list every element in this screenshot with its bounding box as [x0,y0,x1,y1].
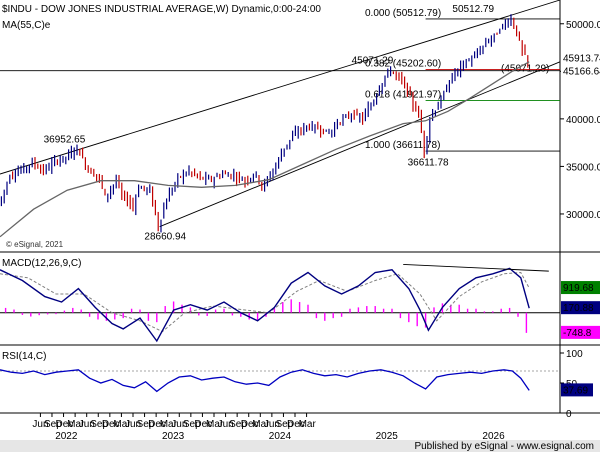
macd-histogram [4,299,528,333]
x-tick-label: Sep [137,419,155,430]
x-tick-label: Jun [218,419,234,430]
x-tick-label: Mar [160,419,178,430]
macd-title: MACD(12,26,9,C) [2,258,81,269]
price-annotation: 50512.79 [452,4,494,15]
rsi-tick-label: 100 [566,349,583,360]
fib-level-label: 1.000 (36611.78) [365,140,440,151]
x-tick-label: Sep [275,419,293,430]
price-boxes: 45913.74 45166.64 [561,52,600,78]
price-annotation: 28660.94 [144,232,186,243]
channel-lines [0,0,561,228]
x-year-label: 2022 [55,431,78,442]
rsi-line [0,369,530,393]
price-title: $INDU - DOW JONES INDUSTRIAL AVERAGE,W) … [2,4,321,15]
rsi-value-label: 37.69 [563,385,588,396]
x-year-label: 2025 [376,431,399,442]
x-tick-label: Jun [79,419,95,430]
price-tick-label: 30000.00 [566,210,600,221]
fib-level-label: 0.618 (41921.97) [365,90,441,101]
x-axis: JunSepDecMarJunSepDecMarJunSepDecMarJunS… [32,413,505,442]
rsi-axis: 100500 [0,349,583,420]
price-bars [0,14,529,233]
price-box [561,65,600,77]
macd-path [0,267,530,343]
price-box [561,52,600,64]
x-tick-label: Mar [252,419,270,430]
x-year-label: 2024 [269,431,292,442]
x-tick-label: Mar [299,419,317,430]
x-tick-label: Jun [125,419,141,430]
panel-frames [0,0,600,414]
channel-line [0,0,561,175]
rsi-path [0,369,530,393]
x-tick-label: Mar [206,419,224,430]
macd-signal-path [0,271,530,333]
footer-bar [0,440,600,452]
price-tick-label: 40000.00 [566,115,600,126]
footer-text: Published by eSignal - www.esignal.com [414,441,594,452]
footer: Published by eSignal - www.esignal.com [0,440,600,452]
x-tick-label: Dec [241,419,259,430]
macd-value-label: 919.68 [563,283,594,294]
x-tick-label: Dec [287,419,305,430]
fib-level-label: 0.382 (45202.60) [365,58,441,69]
price-panel: $INDU - DOW JONES INDUSTRIAL AVERAGE,W) … [0,0,600,249]
x-tick-label: Dec [194,419,212,430]
x-tick-label: Dec [148,419,166,430]
x-tick-label: Sep [229,419,247,430]
rsi-value-box [561,383,593,397]
price-annotation: 36952.65 [44,135,86,146]
price-box-label: 45913.74 [563,54,600,65]
x-tick-label: Dec [102,419,120,430]
macd-lines [0,263,549,343]
fibonacci-levels: (45071.29)0.000 (50512.79)0.382 (45202.6… [0,8,560,152]
price-tick-label: 50000.00 [566,20,600,31]
macd-value-label: -748.8 [563,328,592,339]
channel-line [159,61,561,228]
x-tick-label: Sep [183,419,201,430]
x-tick-label: Dec [56,419,74,430]
x-tick-label: Mar [113,419,131,430]
rsi-panel: RSI(14,C) 100500 37.69 [0,349,593,420]
watermark: © eSignal, 2021 [6,240,64,249]
macd-value-box [561,301,600,315]
x-tick-label: Jun [264,419,280,430]
price-annotation: 45071.29 [352,56,394,67]
price-box-label: 45166.64 [563,67,600,78]
ma-label: MA(55,C)e [2,20,51,31]
fib-level-label: 0.000 (50512.79) [365,8,441,19]
rsi-box: 37.69 [561,383,593,397]
macd-value-box [561,281,600,295]
x-tick-label: Sep [44,419,62,430]
macd-panel: MACD(12,26,9,C) 919.68 170.88 -748.8 [0,258,600,343]
x-tick-label: Jun [32,419,48,430]
x-tick-label: Sep [90,419,108,430]
x-year-label: 2026 [482,431,505,442]
price-annotations: 36952.65 28660.94 45071.29 36611.78 50512.79 [44,4,495,243]
macd-value-label: 170.88 [563,303,594,314]
macd-boxes: 919.68 170.88 -748.8 [561,281,600,339]
macd-value-box [561,325,600,339]
rsi-tick-label: 0 [566,409,572,420]
rsi-title: RSI(14,C) [2,351,46,362]
price-annotation: 36611.78 [408,157,449,168]
price-tick-label: 35000.00 [566,162,600,173]
price-axis: 50000.0045000.0040000.0035000.0030000.00 [560,20,600,221]
x-year-label: 2023 [162,431,185,442]
x-tick-label: Mar [67,419,85,430]
moving-average-line [0,61,530,238]
ma-path [0,61,530,238]
macd-divergence-line [403,263,549,272]
x-tick-label: Jun [171,419,187,430]
